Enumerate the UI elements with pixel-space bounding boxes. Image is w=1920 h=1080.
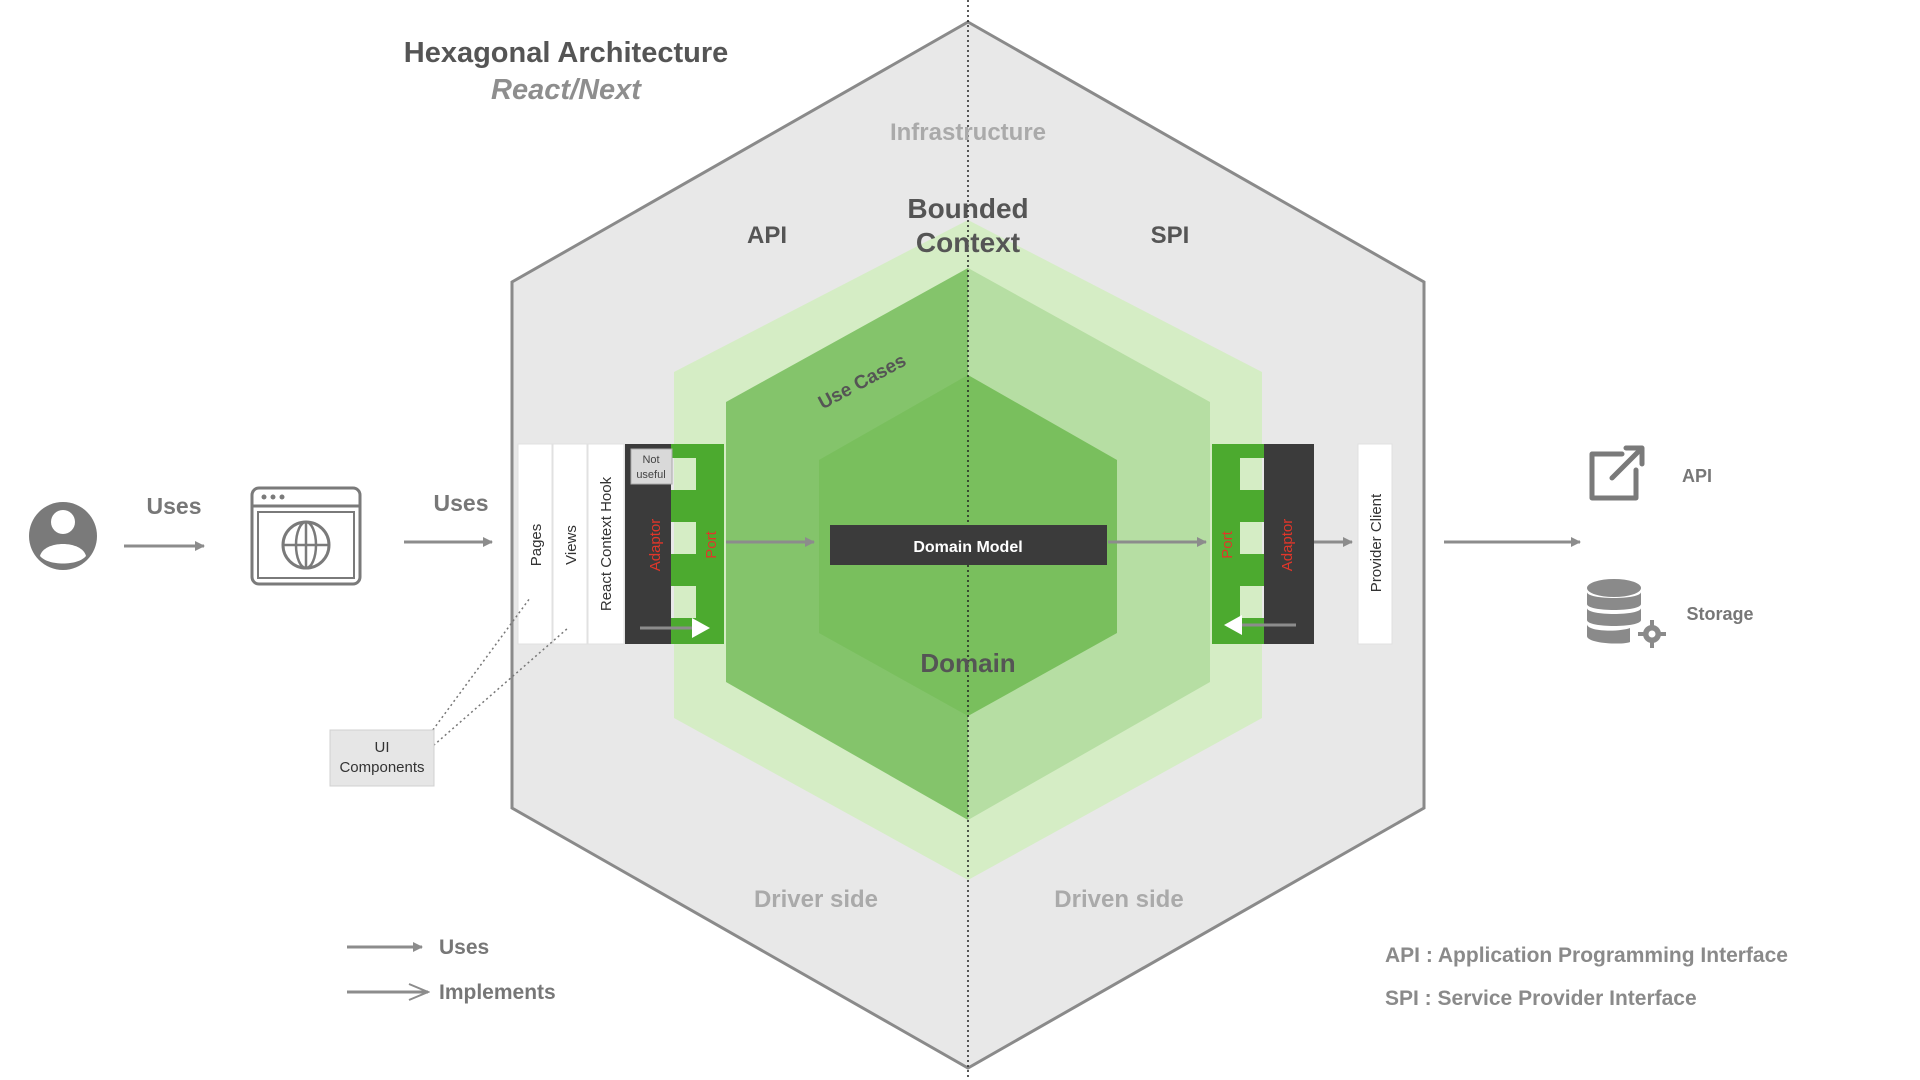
react-context-hook-column [587, 443, 625, 645]
uses-label-1: Uses [147, 493, 202, 519]
domain-model-bar [830, 525, 1107, 565]
infrastructure-label: Infrastructure [890, 119, 1046, 146]
driven-implements-arrowhead [1224, 615, 1242, 635]
glossary-api: API : Application Programming Interface [1385, 944, 1788, 967]
not-useful-label-2: useful [636, 469, 665, 481]
ui-components-label-2: Components [339, 759, 424, 776]
provider-client-column [1357, 443, 1393, 645]
database-gear-icon [1587, 579, 1666, 648]
domain-model-label: Domain Model [913, 539, 1022, 556]
api-layer-label: API [747, 222, 787, 249]
driver-port-label: Port [703, 530, 720, 558]
bounded-context-label-1: Bounded [907, 193, 1028, 224]
driver-implements-arrowhead [692, 618, 710, 638]
pages-column [517, 443, 553, 645]
driver-port-block [671, 444, 724, 644]
views-label: Views [563, 525, 580, 565]
driver-side-label: Driver side [754, 886, 878, 913]
legend-implements-label: Implements [439, 981, 556, 1004]
ui-components-box [329, 729, 435, 787]
react-context-hook-label: React Context Hook [598, 476, 615, 611]
page-subtitle: React/Next [491, 74, 642, 106]
provider-client-label: Provider Client [1368, 493, 1385, 592]
domain-label: Domain [920, 648, 1015, 678]
legend-uses-label: Uses [439, 936, 489, 959]
pages-label: Pages [528, 524, 545, 567]
spi-layer-label: SPI [1151, 222, 1190, 249]
external-link-icon [1589, 445, 1645, 501]
ui-components-pointer-2 [425, 627, 569, 753]
driven-port-block [1212, 444, 1264, 644]
driven-side-label: Driven side [1054, 886, 1183, 913]
bounded-context-label-2: Context [916, 227, 1020, 258]
not-useful-label-1: Not [642, 454, 659, 466]
browser-globe-icon [250, 486, 362, 586]
views-column [552, 443, 588, 645]
driven-adaptor-label: Adaptor [1279, 519, 1296, 572]
external-storage-label: Storage [1686, 604, 1753, 624]
uses-label-2: Uses [434, 490, 489, 516]
page-title: Hexagonal Architecture [404, 37, 728, 69]
ui-components-label-1: UI [375, 739, 390, 756]
external-api-label: API [1682, 466, 1712, 486]
driven-port-label: Port [1219, 530, 1236, 558]
driven-adaptor-block [1264, 444, 1314, 644]
driver-adaptor-label: Adaptor [647, 519, 664, 572]
glossary-spi: SPI : Service Provider Interface [1385, 987, 1697, 1010]
not-useful-badge [630, 448, 673, 485]
user-icon [29, 502, 97, 570]
